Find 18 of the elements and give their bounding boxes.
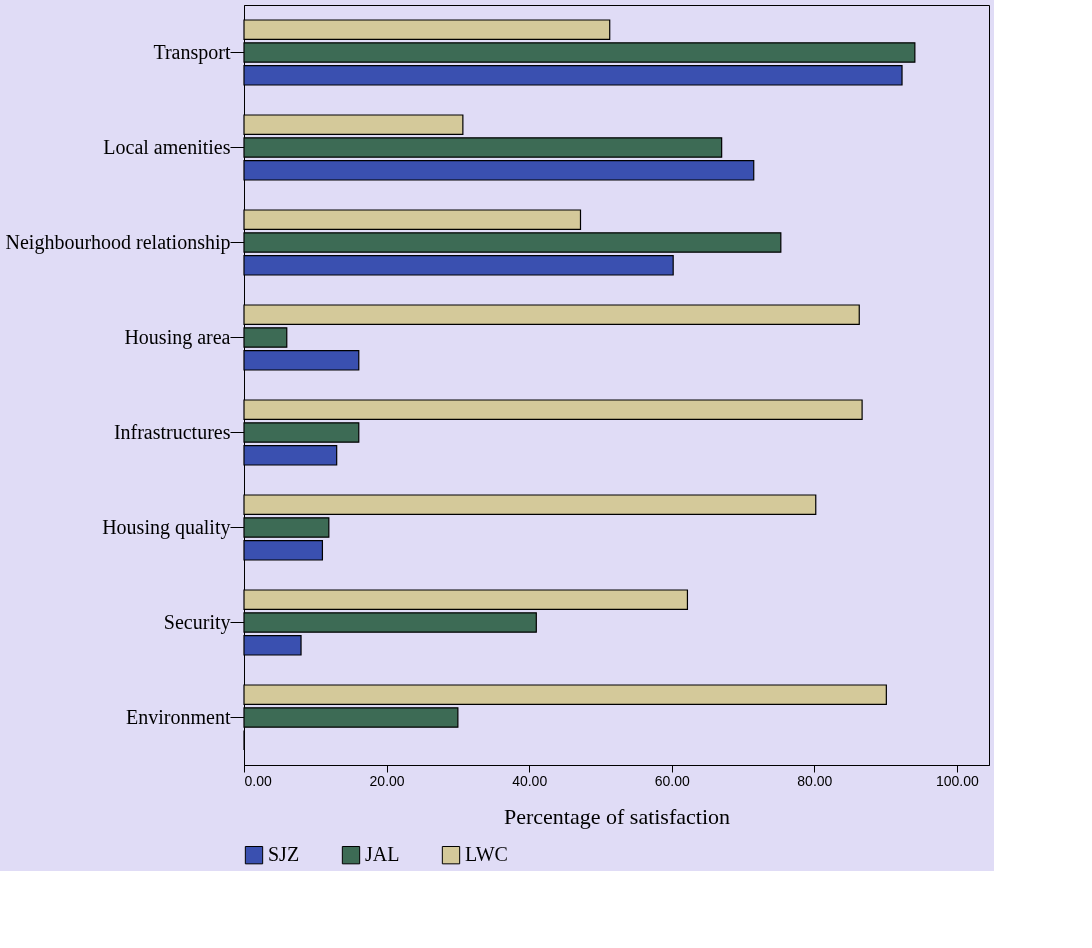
x-tick-label: 100.00 [936,772,980,789]
y-tick-label: Local amenities [103,135,231,158]
legend-label: SJZ [268,843,300,866]
x-tick-label: 40.00 [512,772,548,789]
y-tick-label: Neighbourhood relationship [5,230,231,254]
legend-label: LWC [465,843,508,866]
y-tick-label: Infrastructures [113,420,231,443]
y-tick-label: Transport [153,40,231,64]
x-tick-label: 60.00 [654,772,690,789]
y-tick-label: Housing quality [102,515,231,539]
x-tick-label: 20.00 [369,772,405,789]
x-axis-title: Percentage of satisfaction [503,803,731,829]
x-tick-label: 80.00 [797,772,833,789]
y-tick-label: Environment [126,705,231,728]
y-tick-label: Housing area [124,325,231,349]
y-tick-label: Security [163,610,231,634]
legend-label: JAL [365,843,400,866]
x-tick-label: 0.00 [244,772,272,789]
